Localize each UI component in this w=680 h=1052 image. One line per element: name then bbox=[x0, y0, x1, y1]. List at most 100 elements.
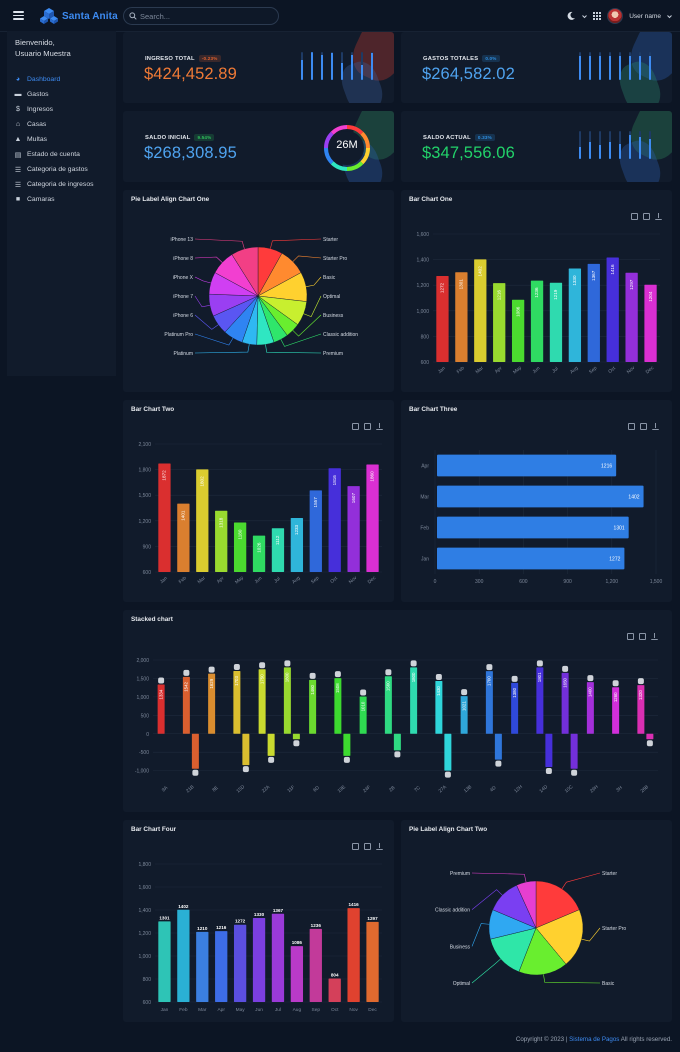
sidebar-item-dashboard[interactable]: ◕ Dashboard bbox=[14, 72, 114, 87]
bar-positive[interactable] bbox=[435, 681, 443, 734]
bar[interactable] bbox=[530, 280, 544, 362]
bar[interactable] bbox=[252, 918, 266, 1002]
bar[interactable] bbox=[437, 547, 625, 570]
bar-positive[interactable] bbox=[384, 676, 392, 734]
bar-negative[interactable] bbox=[494, 733, 502, 760]
bar-positive[interactable] bbox=[485, 671, 493, 734]
bar[interactable] bbox=[347, 908, 360, 1002]
bar[interactable] bbox=[436, 275, 449, 362]
bar[interactable] bbox=[309, 928, 322, 1002]
restore-icon[interactable] bbox=[364, 423, 371, 430]
bar-negative[interactable] bbox=[292, 733, 300, 740]
user-chevron-icon[interactable] bbox=[667, 14, 672, 19]
bar[interactable] bbox=[271, 528, 285, 572]
bar[interactable] bbox=[233, 522, 247, 572]
zoom-icon[interactable] bbox=[631, 213, 638, 220]
bar-positive[interactable] bbox=[283, 667, 291, 734]
sidebar-item-casas[interactable]: ⌂ Casas bbox=[14, 117, 114, 132]
bar[interactable] bbox=[366, 464, 379, 572]
bar-negative[interactable] bbox=[343, 733, 351, 756]
bar-positive[interactable] bbox=[586, 682, 594, 734]
moon-icon[interactable] bbox=[566, 11, 576, 21]
sidebar-item-categoria-de-ingresos[interactable]: ☰ Categoria de ingresos bbox=[14, 177, 114, 192]
sidebar-item-ingresos[interactable]: $ Ingresos bbox=[14, 102, 114, 117]
footer-link[interactable]: Sistema de Pagos bbox=[569, 1036, 620, 1043]
download-icon[interactable] bbox=[376, 843, 383, 850]
bar[interactable] bbox=[625, 272, 638, 362]
search-box[interactable] bbox=[123, 7, 279, 25]
zoom-icon[interactable] bbox=[352, 423, 359, 430]
pie-slice[interactable] bbox=[231, 246, 259, 297]
bar[interactable] bbox=[437, 485, 644, 508]
bar-positive[interactable] bbox=[157, 684, 165, 734]
bar[interactable] bbox=[290, 517, 304, 572]
zoom-icon[interactable] bbox=[352, 843, 359, 850]
bar-negative[interactable] bbox=[646, 733, 654, 740]
bar[interactable] bbox=[290, 946, 304, 1002]
search-input[interactable] bbox=[140, 11, 270, 21]
sidebar-item-categoria-de-gastos[interactable]: ☰ Categoria de gastos bbox=[14, 162, 114, 177]
download-icon[interactable] bbox=[651, 633, 658, 640]
bar[interactable] bbox=[158, 463, 171, 572]
bar[interactable] bbox=[606, 257, 619, 362]
bar[interactable] bbox=[493, 283, 506, 362]
apps-grid-icon[interactable] bbox=[593, 12, 602, 20]
pie-slice[interactable] bbox=[518, 927, 567, 976]
bar-negative[interactable] bbox=[191, 733, 199, 769]
bar[interactable] bbox=[328, 468, 341, 572]
zoom-icon[interactable] bbox=[628, 423, 635, 430]
bar-negative[interactable] bbox=[570, 733, 578, 769]
bar-positive[interactable] bbox=[359, 696, 367, 734]
sidebar-item-multas[interactable]: ▲ Multas bbox=[14, 132, 114, 147]
bar[interactable] bbox=[568, 268, 582, 362]
sidebar-item-gastos[interactable]: ▬ Gastos bbox=[14, 87, 114, 102]
bar[interactable] bbox=[366, 921, 379, 1002]
bar-positive[interactable] bbox=[561, 672, 569, 734]
bar-positive[interactable] bbox=[410, 667, 418, 734]
bar[interactable] bbox=[437, 454, 617, 477]
bar[interactable] bbox=[549, 282, 563, 362]
download-icon[interactable] bbox=[376, 423, 383, 430]
brand-logo[interactable]: Santa Anita bbox=[39, 7, 118, 25]
bar[interactable] bbox=[437, 516, 629, 539]
pie-slice[interactable] bbox=[535, 909, 584, 965]
restore-icon[interactable] bbox=[643, 213, 650, 220]
chevron-down-icon[interactable] bbox=[582, 14, 588, 19]
bar[interactable] bbox=[328, 978, 341, 1002]
bar[interactable] bbox=[309, 490, 322, 572]
bar-negative[interactable] bbox=[267, 733, 275, 756]
bar[interactable] bbox=[252, 535, 266, 572]
bar[interactable] bbox=[215, 510, 228, 572]
restore-icon[interactable] bbox=[364, 843, 371, 850]
bar[interactable] bbox=[196, 931, 209, 1002]
bar[interactable] bbox=[177, 909, 190, 1002]
bar-positive[interactable] bbox=[536, 667, 544, 734]
bar[interactable] bbox=[347, 486, 360, 572]
bar[interactable] bbox=[644, 284, 657, 362]
bar-positive[interactable] bbox=[334, 678, 342, 734]
bar[interactable] bbox=[233, 924, 247, 1002]
pie-slice[interactable] bbox=[516, 880, 537, 929]
bar-positive[interactable] bbox=[460, 696, 468, 734]
bar[interactable] bbox=[455, 272, 468, 362]
bar[interactable] bbox=[511, 299, 525, 362]
download-icon[interactable] bbox=[652, 423, 659, 430]
download-icon[interactable] bbox=[655, 213, 662, 220]
bar[interactable] bbox=[474, 259, 487, 362]
user-name[interactable]: User name bbox=[629, 12, 661, 20]
bar-positive[interactable] bbox=[208, 673, 216, 734]
bar-positive[interactable] bbox=[233, 670, 241, 734]
bar-negative[interactable] bbox=[393, 733, 401, 751]
restore-icon[interactable] bbox=[639, 633, 646, 640]
bar[interactable] bbox=[158, 921, 171, 1002]
bar[interactable] bbox=[271, 913, 285, 1002]
sidebar-item-estado-de-cuenta[interactable]: ▤ Estado de cuenta bbox=[14, 147, 114, 162]
restore-icon[interactable] bbox=[640, 423, 647, 430]
bar-positive[interactable] bbox=[258, 669, 266, 734]
bar-negative[interactable] bbox=[545, 733, 553, 767]
bar-positive[interactable] bbox=[182, 676, 190, 734]
bar[interactable] bbox=[177, 503, 190, 572]
zoom-icon[interactable] bbox=[627, 633, 634, 640]
bar-negative[interactable] bbox=[242, 733, 250, 766]
bar-positive[interactable] bbox=[309, 679, 317, 734]
